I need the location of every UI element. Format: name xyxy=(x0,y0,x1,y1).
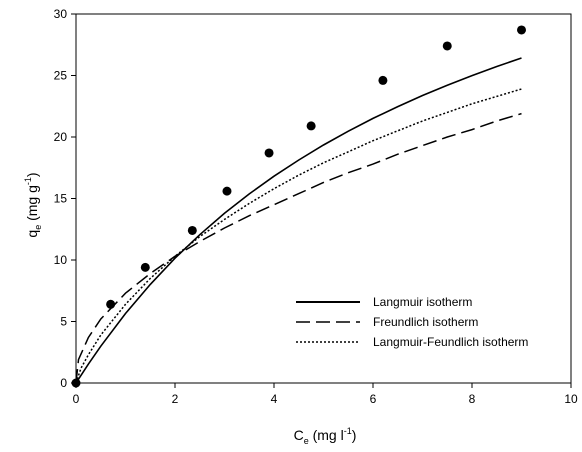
data-point xyxy=(378,75,388,85)
y-tick-label: 15 xyxy=(54,192,68,206)
y-axis-label: qe (mg g-1) xyxy=(23,172,43,237)
legend-label-langmuir-feundlich: Langmuir-Feundlich isotherm xyxy=(373,335,528,349)
legend: Langmuir isotherm Freundlich isotherm La… xyxy=(296,295,528,349)
data-point xyxy=(71,378,81,388)
data-point xyxy=(222,186,232,196)
data-point xyxy=(442,41,452,51)
x-axis-label: Ce (mg l-1) xyxy=(294,426,357,446)
plot-layer: 0 2 4 6 8 10 0 5 10 15 20 25 30 xyxy=(54,7,578,406)
y-tick-label: 25 xyxy=(54,69,68,83)
langmuir-curve xyxy=(75,57,522,384)
y-tick-label: 0 xyxy=(60,376,67,390)
data-point xyxy=(517,25,526,35)
data-point xyxy=(106,299,116,309)
legend-label-langmuir: Langmuir isotherm xyxy=(373,295,472,309)
y-tick-label: 20 xyxy=(54,130,68,144)
x-tick-label: 4 xyxy=(271,392,278,406)
y-tick-label: 30 xyxy=(54,7,68,21)
x-tick-label: 0 xyxy=(73,392,80,406)
data-point xyxy=(306,121,316,131)
x-tick-label: 6 xyxy=(370,392,377,406)
x-tick-label: 10 xyxy=(564,392,578,406)
freundlich-curve xyxy=(75,112,522,384)
data-point xyxy=(187,225,197,235)
y-tick-label: 10 xyxy=(54,253,68,267)
x-tick-label: 2 xyxy=(172,392,179,406)
x-tick-label: 8 xyxy=(469,392,476,406)
plot-frame xyxy=(75,13,572,384)
y-tick-label: 5 xyxy=(60,315,67,329)
legend-label-freundlich: Freundlich isotherm xyxy=(373,315,478,329)
data-point xyxy=(264,148,274,158)
data-point xyxy=(140,262,150,272)
